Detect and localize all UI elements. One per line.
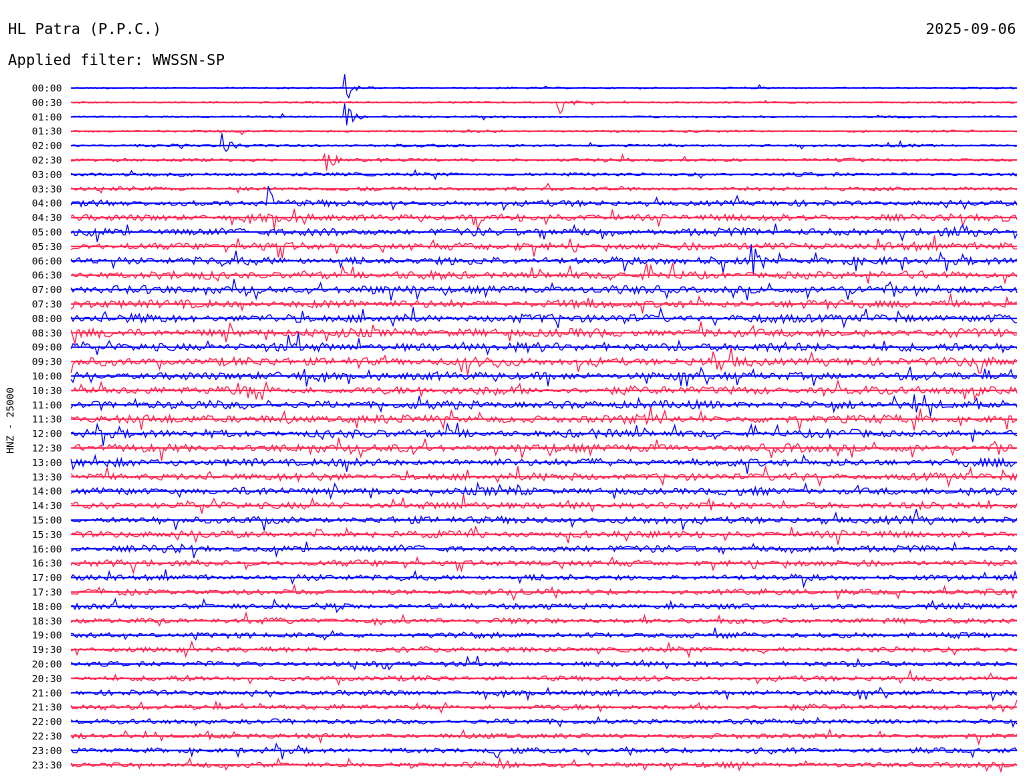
filter-label: Applied filter: WWSSN-SP — [8, 51, 225, 69]
seismogram-trace — [70, 347, 1018, 376]
row-time-label: 21:30 — [32, 703, 62, 714]
seismogram-trace — [70, 133, 1018, 153]
row-time-label: 16:30 — [32, 559, 62, 570]
row-time-label: 05:30 — [32, 242, 62, 253]
seismogram-trace — [70, 611, 1017, 627]
seismogram-trace — [70, 223, 1018, 243]
row-time-label: 00:30 — [32, 98, 62, 109]
seismogram-trace — [70, 293, 1018, 314]
row-time-label: 11:30 — [32, 415, 62, 426]
seismogram-trace — [70, 235, 1018, 259]
row-time-label: 03:00 — [32, 170, 62, 181]
date-label: 2025-09-06 — [925, 20, 1016, 38]
row-time-label: 09:30 — [32, 357, 62, 368]
seismogram-trace — [70, 555, 1018, 576]
row-time-label: 09:00 — [32, 343, 62, 354]
seismogram-trace — [70, 655, 1018, 671]
row-time-label: 04:00 — [32, 199, 62, 210]
row-time-label: 06:30 — [32, 271, 62, 282]
row-time-label: 19:00 — [32, 631, 62, 642]
row-time-label: 14:00 — [32, 487, 62, 498]
seismogram-trace — [70, 715, 1018, 729]
row-time-label: 08:30 — [32, 328, 62, 339]
row-time-label: 12:30 — [32, 444, 62, 455]
row-time-label: 12:00 — [32, 429, 62, 440]
row-time-label: 05:00 — [32, 228, 62, 239]
seismogram-trace — [70, 103, 1018, 126]
row-time-label: 20:00 — [32, 660, 62, 671]
seismogram-trace — [70, 262, 1018, 285]
row-time-label: 17:00 — [32, 573, 62, 584]
seismogram-trace — [70, 306, 1018, 329]
row-time-label: 13:00 — [32, 458, 62, 469]
seismogram-trace — [70, 208, 1018, 232]
seismogram-trace — [70, 728, 1018, 747]
seismogram-trace — [71, 74, 1018, 99]
seismogram-trace — [70, 278, 1018, 301]
row-time-label: 20:30 — [32, 674, 62, 685]
row-time-label: 03:30 — [32, 184, 62, 195]
row-time-label: 15:30 — [32, 530, 62, 541]
seismogram-trace — [70, 699, 1018, 714]
seismogram-trace — [70, 627, 1018, 641]
row-time-label: 15:00 — [32, 516, 62, 527]
row-time-label: 22:30 — [32, 732, 62, 743]
row-time-label: 02:00 — [32, 141, 62, 152]
row-time-label: 11:00 — [32, 400, 62, 411]
row-time-label: 19:30 — [32, 645, 62, 656]
row-time-label: 22:00 — [32, 717, 62, 728]
seismogram-trace — [70, 597, 1018, 614]
row-time-label: 06:00 — [32, 256, 62, 267]
seismogram-trace — [70, 422, 1018, 446]
seismogram-trace — [70, 152, 1018, 171]
row-time-label: 10:00 — [32, 372, 62, 383]
seismogram-trace — [70, 686, 1018, 703]
row-time-label: 17:30 — [32, 588, 62, 599]
seismogram-trace — [70, 756, 1018, 774]
row-time-label: 10:30 — [32, 386, 62, 397]
seismogram-trace — [70, 526, 1018, 545]
row-time-label: 07:30 — [32, 300, 62, 311]
seismogram-trace — [70, 437, 1018, 461]
row-time-label: 18:30 — [32, 616, 62, 627]
row-time-label: 16:00 — [32, 544, 62, 555]
row-time-label: 00:00 — [32, 84, 62, 95]
seismogram-trace — [70, 494, 1018, 514]
row-time-label: 18:00 — [32, 602, 62, 613]
row-time-label: 07:00 — [32, 285, 62, 296]
row-time-label: 14:30 — [32, 501, 62, 512]
row-time-label: 04:30 — [32, 213, 62, 224]
row-time-label: 23:00 — [32, 746, 62, 757]
seismogram-trace — [70, 541, 1018, 559]
seismogram-trace — [70, 332, 1018, 356]
seismogram-trace — [70, 453, 1018, 474]
row-time-label: 01:00 — [32, 112, 62, 123]
row-time-label: 02:30 — [32, 156, 62, 167]
seismogram-trace — [70, 742, 1018, 760]
seismogram-trace — [70, 464, 1018, 488]
row-time-label: 23:30 — [32, 760, 62, 771]
row-time-label: 01:30 — [32, 127, 62, 138]
row-time-label: 21:00 — [32, 688, 62, 699]
row-time-label: 08:00 — [32, 314, 62, 325]
station-title: HL Patra (P.P.C.) — [8, 20, 162, 38]
row-time-label: 13:30 — [32, 472, 62, 483]
